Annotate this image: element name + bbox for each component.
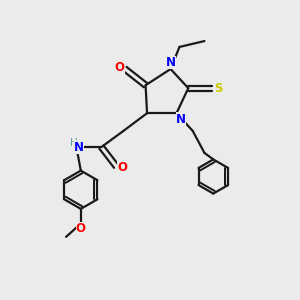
Text: O: O — [115, 61, 125, 74]
Text: O: O — [76, 222, 86, 236]
Text: N: N — [176, 112, 186, 126]
Text: N: N — [166, 56, 176, 69]
Text: H: H — [70, 138, 78, 148]
Text: N: N — [74, 141, 84, 154]
Text: S: S — [214, 82, 223, 95]
Text: O: O — [118, 161, 128, 174]
